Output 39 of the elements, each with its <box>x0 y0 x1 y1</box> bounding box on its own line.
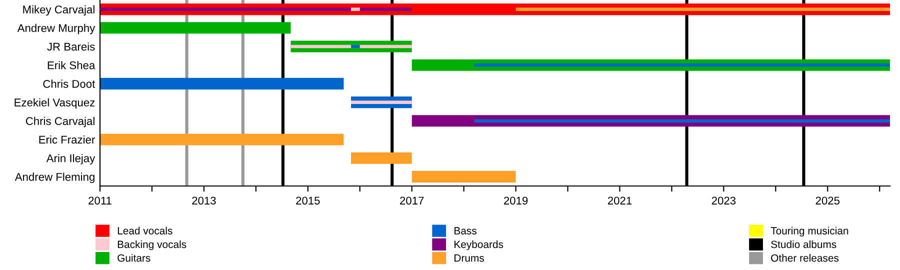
bar <box>474 63 890 67</box>
bar <box>100 22 291 34</box>
y-tick-label: Eric Frazier <box>39 135 95 144</box>
legend-label: Backing vocals <box>118 240 186 250</box>
bar <box>100 8 412 11</box>
y-tick-label: Chris Carvajal <box>26 116 94 128</box>
bar <box>351 44 360 48</box>
legend-label: Bass <box>454 227 476 234</box>
legend-label: Studio albums <box>771 240 836 248</box>
y-tick-label: Chris Doot <box>43 80 96 88</box>
bar <box>412 170 516 182</box>
bar <box>516 8 890 11</box>
bar <box>351 100 412 104</box>
bar <box>100 134 344 146</box>
bar <box>351 152 412 164</box>
y-tick-label: JR Bareis <box>47 42 95 51</box>
y-tick-label: Arin Ilejay <box>46 154 96 164</box>
bar <box>100 78 344 90</box>
bar <box>474 119 890 123</box>
legend-label: Drums <box>454 254 484 262</box>
y-tick-label: Erik Shea <box>48 61 96 70</box>
y-tick-label: Andrew Murphy <box>17 24 96 34</box>
x-tick-label: 2019 <box>504 196 528 205</box>
y-tick-label: Andrew Fleming <box>14 172 94 184</box>
x-tick-label: 2017 <box>400 196 424 205</box>
x-tick-label: 2021 <box>608 196 632 205</box>
x-tick-label: 2013 <box>192 196 216 205</box>
y-tick-label: Mikey Carvajal <box>23 5 94 16</box>
legend-label: Other releases <box>771 254 839 262</box>
x-tick-label: 2023 <box>712 196 736 205</box>
legend-label: Touring musician <box>770 226 848 237</box>
y-tick-label: Ezekiel Vasquez <box>14 98 95 109</box>
x-tick-label: 2015 <box>296 196 320 205</box>
x-tick-label: 2011 <box>88 196 112 205</box>
legend-label: Keyboards <box>454 240 504 250</box>
legend-label: Guitars <box>118 254 150 262</box>
bar <box>351 8 360 11</box>
x-tick-label: 2025 <box>816 196 840 205</box>
legend-label: Lead vocals <box>118 226 172 234</box>
